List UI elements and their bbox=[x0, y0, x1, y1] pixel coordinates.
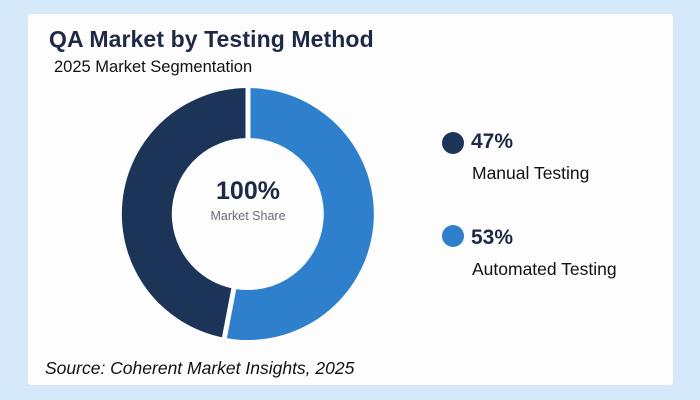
legend-label-automated-testing: Automated Testing bbox=[472, 259, 617, 279]
chart-title: QA Market by Testing Method bbox=[49, 26, 374, 52]
chart-subtitle: 2025 Market Segmentation bbox=[54, 58, 253, 76]
legend-value-manual-testing: 47% bbox=[471, 130, 514, 153]
segment-automated-testing bbox=[224, 88, 374, 340]
source-note: Source: Coherent Market Insights, 2025 bbox=[45, 358, 355, 378]
center-total-label: Market Share bbox=[210, 209, 286, 223]
legend-value-automated-testing: 53% bbox=[471, 226, 514, 249]
segment-gap-bottom bbox=[221, 284, 238, 343]
legend-label-manual-testing: Manual Testing bbox=[472, 163, 590, 183]
legend-dot-manual-testing bbox=[442, 132, 464, 154]
segment-manual-testing bbox=[121, 87, 248, 338]
center-total-value: 100% bbox=[216, 177, 280, 205]
legend-dot-automated-testing bbox=[442, 225, 464, 247]
